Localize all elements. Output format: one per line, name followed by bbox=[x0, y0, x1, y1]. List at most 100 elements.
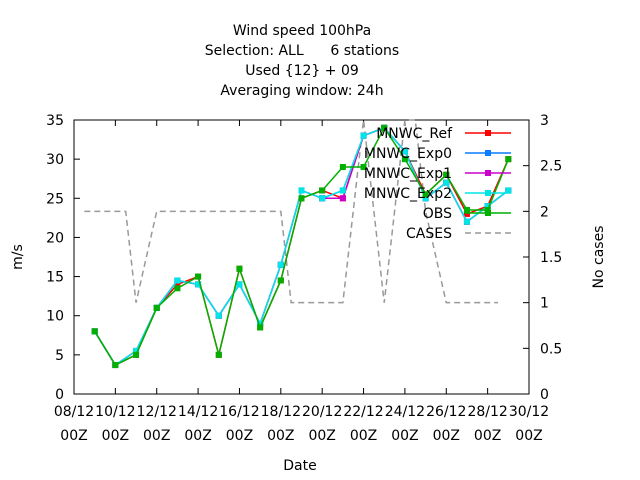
x-tick-label: 16/12 bbox=[219, 404, 259, 420]
x-tick-label-time: 00Z bbox=[474, 428, 501, 444]
y-tick-label: 20 bbox=[46, 230, 64, 246]
data-point-obs bbox=[298, 195, 305, 202]
data-point-mnwc-exp2 bbox=[133, 347, 140, 354]
y2-tick-label: 2.5 bbox=[540, 159, 562, 175]
data-point-mnwc-exp1 bbox=[339, 195, 346, 202]
x-tick-label-time: 00Z bbox=[102, 428, 129, 444]
x-tick-label-time: 00Z bbox=[267, 428, 294, 444]
legend-label-mnwc-exp1: MNWC_Exp1 bbox=[364, 166, 452, 182]
data-point-mnwc-exp2 bbox=[277, 261, 284, 268]
data-point-mnwc-exp2 bbox=[339, 187, 346, 194]
data-point-obs bbox=[257, 324, 264, 331]
data-point-obs bbox=[215, 351, 222, 358]
x-tick-label: 28/12 bbox=[467, 404, 507, 420]
title-line-4: Averaging window: 24h bbox=[220, 83, 383, 99]
legend-marker-obs bbox=[485, 210, 491, 216]
y2-axis-label: No cases bbox=[591, 226, 607, 289]
data-point-mnwc-exp2 bbox=[443, 179, 450, 186]
data-point-obs bbox=[153, 304, 160, 311]
x-tick-label: 22/12 bbox=[343, 404, 383, 420]
data-point-obs bbox=[422, 191, 429, 198]
x-tick-label-time: 00Z bbox=[515, 428, 542, 444]
data-point-mnwc-exp2 bbox=[422, 195, 429, 202]
series-line-mnwc-exp0 bbox=[94, 126, 509, 367]
x-axis-label: Date bbox=[283, 458, 316, 474]
legend-marker-mnwc-exp2 bbox=[485, 190, 491, 196]
data-point-mnwc-exp2 bbox=[298, 187, 305, 194]
x-tick-label: 24/12 bbox=[385, 404, 425, 420]
x-tick-label: 10/12 bbox=[95, 404, 135, 420]
cases-line bbox=[84, 119, 498, 304]
data-point-mnwc-exp2 bbox=[360, 132, 367, 139]
data-series bbox=[91, 124, 512, 369]
data-point-obs bbox=[277, 277, 284, 284]
legend-marker-mnwc-ref bbox=[485, 130, 491, 136]
data-point-obs bbox=[236, 265, 243, 272]
series-line-obs bbox=[94, 126, 510, 367]
x-tick-label-time: 00Z bbox=[60, 428, 87, 444]
data-point-obs bbox=[174, 285, 181, 292]
data-point-obs bbox=[195, 273, 202, 280]
y-tick-label: 0 bbox=[55, 387, 64, 403]
y-tick-label: 15 bbox=[46, 270, 64, 286]
title-line-1: Wind speed 100hPa bbox=[233, 23, 371, 39]
title-line-3: Used {12} + 09 bbox=[245, 63, 359, 79]
legend-label-mnwc-ref: MNWC_Ref bbox=[376, 126, 453, 142]
data-point-mnwc-exp2 bbox=[463, 218, 470, 225]
data-point-mnwc-exp2 bbox=[215, 312, 222, 319]
x-tick-label: 30/12 bbox=[509, 404, 549, 420]
y-tick-label: 30 bbox=[46, 152, 64, 168]
plot-frame bbox=[73, 119, 530, 395]
data-point-mnwc-exp2 bbox=[174, 277, 181, 284]
data-point-mnwc-ref bbox=[174, 281, 181, 288]
legend-marker-mnwc-exp1 bbox=[485, 170, 491, 176]
cases-series bbox=[84, 119, 498, 304]
data-point-mnwc-exp2 bbox=[401, 148, 408, 155]
data-point-obs bbox=[339, 163, 346, 170]
data-point-mnwc-ref bbox=[463, 210, 470, 217]
y2-tick-label: 0.5 bbox=[540, 341, 562, 357]
x-tick-label: 08/12 bbox=[54, 404, 94, 420]
y-tick-label: 25 bbox=[46, 191, 64, 207]
data-point-obs bbox=[112, 362, 119, 369]
series-line-mnwc-exp1 bbox=[94, 126, 509, 367]
y2-tick-label: 0 bbox=[540, 387, 549, 403]
legend-label-obs: OBS bbox=[423, 206, 452, 222]
y2-tick-label: 3 bbox=[540, 113, 549, 129]
y-tick-label: 10 bbox=[46, 309, 64, 325]
x-tick-label: 14/12 bbox=[178, 404, 218, 420]
y-axis-label: m/s bbox=[10, 244, 26, 270]
y2-tick-label: 2 bbox=[540, 204, 549, 220]
legend-marker-mnwc-exp0 bbox=[485, 150, 491, 156]
data-point-obs bbox=[505, 156, 512, 163]
data-point-mnwc-exp2 bbox=[236, 281, 243, 288]
chart-title: Wind speed 100hPa Selection: ALL 6 stati… bbox=[205, 23, 399, 99]
y-tick-label: 35 bbox=[46, 113, 64, 129]
series-line-mnwc-ref bbox=[94, 126, 510, 367]
x-tick-label-time: 00Z bbox=[433, 428, 460, 444]
data-point-mnwc-exp2 bbox=[257, 320, 264, 327]
x-tick-label-time: 00Z bbox=[308, 428, 335, 444]
x-tick-label: 18/12 bbox=[261, 404, 301, 420]
series-line-mnwc-exp2 bbox=[94, 126, 509, 367]
data-point-obs bbox=[133, 351, 140, 358]
x-tick-label-time: 00Z bbox=[391, 428, 418, 444]
y2-tick-label: 1 bbox=[540, 296, 549, 312]
data-point-obs bbox=[319, 187, 326, 194]
title-line-2: Selection: ALL 6 stations bbox=[205, 43, 399, 59]
data-point-mnwc-exp2 bbox=[505, 187, 512, 194]
x-tick-label: 12/12 bbox=[137, 404, 177, 420]
y2-tick-label: 1.5 bbox=[540, 250, 562, 266]
data-point-mnwc-exp2 bbox=[195, 281, 202, 288]
data-point-obs bbox=[463, 207, 470, 214]
legend-label-mnwc-exp0: MNWC_Exp0 bbox=[364, 146, 452, 162]
data-point-mnwc-exp2 bbox=[319, 195, 326, 202]
data-point-obs bbox=[360, 163, 367, 170]
x-tick-label-time: 00Z bbox=[184, 428, 211, 444]
y-tick-label: 5 bbox=[55, 348, 64, 364]
x-tick-label-time: 00Z bbox=[226, 428, 253, 444]
axes: 08/12 00Z 10/12 00Z 12/12 00Z 14/12 00Z 16/12 00Z… bbox=[46, 113, 562, 444]
data-point-obs bbox=[401, 156, 408, 163]
legend-label-mnwc-exp2: MNWC_Exp2 bbox=[364, 186, 452, 202]
